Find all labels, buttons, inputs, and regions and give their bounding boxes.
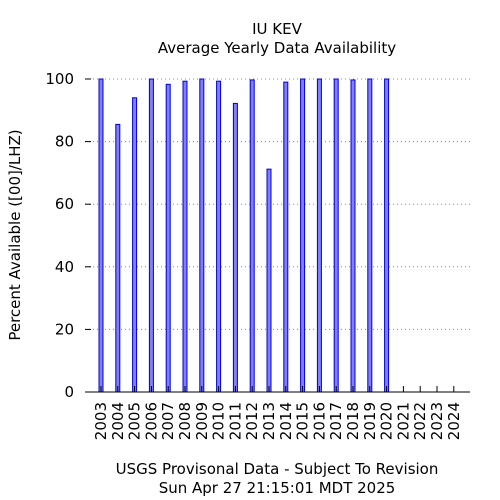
x-tick-label: 2013 — [260, 402, 278, 440]
x-tick-label: 2020 — [378, 402, 396, 440]
x-tick-label: 2009 — [193, 402, 211, 440]
bar-2018 — [350, 79, 356, 393]
x-tick-label: 2017 — [327, 402, 345, 440]
x-tick-label: 2022 — [411, 402, 429, 440]
x-tick-label: 2014 — [277, 402, 295, 440]
x-tick-label: 2015 — [294, 402, 312, 440]
y-tick-label: 0 — [64, 383, 74, 401]
bar-2005 — [132, 97, 138, 393]
bar-2017 — [333, 78, 339, 393]
x-tick-label: 2004 — [109, 402, 127, 440]
x-tick-label: 2012 — [243, 402, 261, 440]
x-tick-label: 2019 — [361, 402, 379, 440]
y-tick-label: 80 — [55, 133, 74, 151]
x-tick-label: 2010 — [210, 402, 228, 440]
y-tick-label: 60 — [55, 195, 74, 213]
bars — [98, 78, 390, 393]
bar-2015 — [300, 78, 306, 393]
bar-2012 — [249, 79, 255, 393]
x-tick-label: 2016 — [310, 402, 328, 440]
bar-2004 — [115, 123, 121, 393]
x-tick-label: 2018 — [344, 402, 362, 440]
y-axis-label: Percent Available ([00]/LHZ) — [6, 129, 24, 340]
y-tick-label: 40 — [55, 258, 74, 276]
y-ticks: 0 20 40 60 80 100 — [45, 70, 91, 401]
chart-subtitle: Average Yearly Data Availability — [158, 39, 396, 57]
x-tick-label: 2011 — [226, 402, 244, 440]
x-tick-label: 2021 — [394, 402, 412, 440]
y-tick-label: 100 — [45, 70, 74, 88]
x-tick-label: 2007 — [159, 402, 177, 440]
x-ticks: 2003200420052006200720082009201020112012… — [92, 386, 463, 440]
bar-2003 — [98, 78, 104, 393]
bar-2019 — [367, 78, 373, 393]
bar-2020 — [384, 78, 390, 393]
x-tick-label: 2008 — [176, 402, 194, 440]
bar-2007 — [165, 83, 171, 393]
bar-2016 — [316, 78, 322, 393]
chart-title: IU KEV — [252, 20, 302, 38]
x-tick-label: 2005 — [126, 402, 144, 440]
bar-2014 — [283, 81, 289, 393]
bar-2013 — [266, 168, 272, 393]
gridlines — [85, 78, 470, 330]
y-tick-label: 20 — [55, 320, 74, 338]
footer-disclaimer: USGS Provisonal Data - Subject To Revisi… — [116, 460, 439, 478]
x-tick-label: 2024 — [445, 402, 463, 440]
x-tick-label: 2003 — [92, 402, 110, 440]
x-tick-label: 2023 — [428, 402, 446, 440]
bar-2011 — [232, 102, 238, 393]
x-tick-label: 2006 — [142, 402, 160, 440]
bar-2009 — [199, 78, 205, 393]
bar-2006 — [148, 78, 154, 393]
footer-timestamp: Sun Apr 27 21:15:01 MDT 2025 — [159, 479, 396, 497]
bar-2008 — [182, 80, 188, 393]
bar-2010 — [216, 80, 222, 393]
